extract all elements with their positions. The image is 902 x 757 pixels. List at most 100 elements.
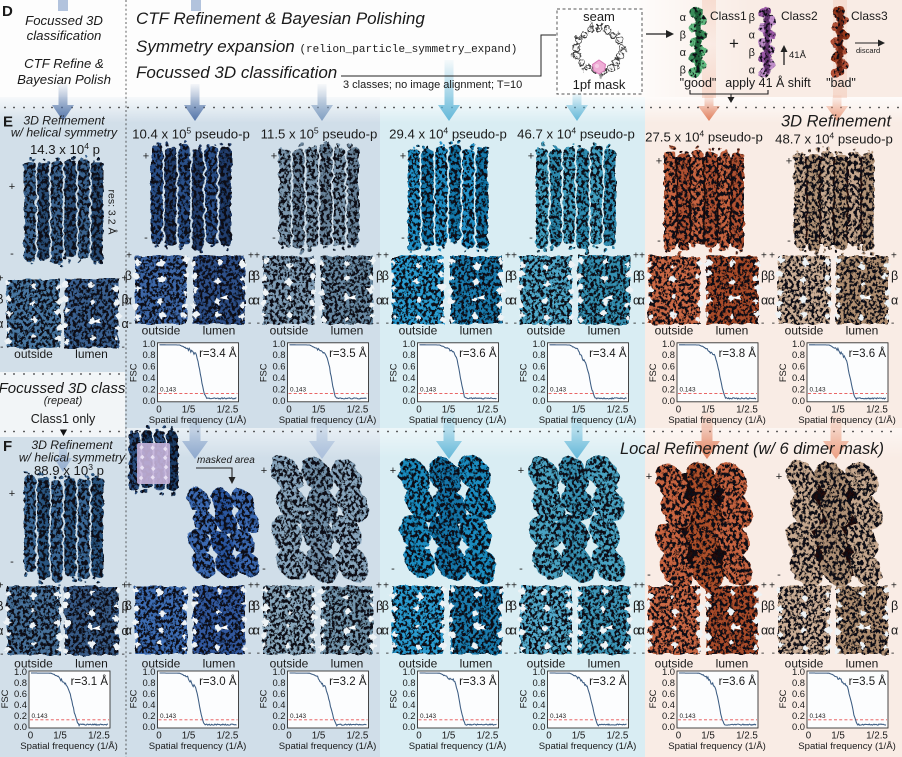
svg-text:1/2.5: 1/2.5	[477, 731, 499, 742]
svg-text:0.4: 0.4	[662, 372, 675, 383]
svg-text:r=3.2 Å: r=3.2 Å	[589, 675, 627, 688]
svg-text:β: β	[0, 292, 4, 306]
svg-text:1.0: 1.0	[272, 666, 285, 677]
svg-text:r=3.5 Å: r=3.5 Å	[849, 675, 887, 688]
svg-text:α: α	[122, 624, 129, 638]
svg-text:-: -	[657, 235, 661, 247]
svg-text:Spatial frequency (1/Å): Spatial frequency (1/Å)	[279, 741, 377, 752]
svg-text:α: α	[891, 624, 898, 638]
svg-text:0.8: 0.8	[662, 349, 675, 360]
svg-text:-: -	[129, 318, 132, 329]
svg-text:1/5: 1/5	[182, 404, 196, 415]
svg-text:3D Refinement: 3D Refinement	[781, 113, 892, 131]
svg-text:+: +	[511, 251, 517, 262]
svg-text:0.8: 0.8	[792, 677, 805, 688]
svg-text:β: β	[638, 599, 645, 613]
svg-text:Spatial frequency (1/Å): Spatial frequency (1/Å)	[539, 415, 637, 426]
svg-text:0.6: 0.6	[142, 361, 155, 372]
svg-text:0: 0	[286, 404, 292, 415]
svg-text:0.2: 0.2	[662, 710, 675, 721]
svg-text:Focussed 3D classification: Focussed 3D classification	[136, 63, 337, 82]
svg-text:0.143: 0.143	[810, 386, 826, 393]
svg-text:48.7 x 104 pseudo-p: 48.7 x 104 pseudo-p	[775, 131, 893, 147]
svg-text:-: -	[401, 232, 405, 244]
svg-text:β: β	[376, 269, 383, 283]
svg-text:1/2.5: 1/2.5	[347, 404, 369, 415]
svg-text:+: +	[261, 465, 267, 477]
svg-text:lumen: lumen	[846, 324, 879, 338]
svg-text:0.4: 0.4	[662, 699, 675, 710]
svg-text:1/5: 1/5	[831, 731, 845, 742]
svg-text:β: β	[768, 599, 775, 613]
svg-text:r=3.6 Å: r=3.6 Å	[719, 675, 757, 688]
svg-text:+: +	[518, 465, 524, 477]
svg-text:-: -	[633, 648, 636, 659]
svg-text:-: -	[10, 248, 14, 260]
svg-text:α: α	[768, 624, 775, 638]
svg-text:1.0: 1.0	[662, 666, 675, 677]
svg-text:FSC: FSC	[647, 689, 658, 708]
svg-text:-: -	[505, 318, 508, 329]
svg-text:+: +	[254, 581, 260, 592]
svg-text:-: -	[122, 649, 125, 660]
svg-text:β: β	[376, 599, 383, 613]
svg-text:β: β	[125, 599, 132, 613]
svg-text:FSC: FSC	[777, 363, 788, 382]
svg-text:0.8: 0.8	[792, 349, 805, 360]
svg-text:0.2: 0.2	[14, 710, 27, 721]
svg-text:0.2: 0.2	[142, 383, 155, 394]
svg-text:α: α	[761, 294, 768, 308]
svg-text:α: α	[891, 294, 898, 308]
svg-text:α: α	[510, 624, 517, 638]
svg-text:-: -	[891, 648, 894, 659]
svg-text:0.4: 0.4	[142, 372, 155, 383]
svg-text:β: β	[253, 269, 260, 283]
svg-text:1.0: 1.0	[792, 338, 805, 349]
svg-text:r=3.8 Å: r=3.8 Å	[719, 347, 757, 360]
svg-text:lumen: lumen	[588, 324, 621, 338]
svg-text:CTF Refinement & Bayesian Poli: CTF Refinement & Bayesian Polishing	[136, 9, 425, 28]
svg-text:+: +	[0, 581, 4, 592]
svg-text:outside: outside	[785, 657, 824, 671]
svg-text:1.0: 1.0	[142, 666, 155, 677]
svg-text:1/5: 1/5	[442, 731, 456, 742]
svg-text:lumen: lumen	[846, 657, 879, 671]
svg-text:0.0: 0.0	[272, 395, 285, 406]
svg-text:classification: classification	[27, 28, 102, 43]
svg-text:+: +	[126, 581, 132, 592]
svg-text:lumen: lumen	[75, 347, 108, 361]
svg-text:0.143: 0.143	[160, 386, 176, 393]
svg-text:FSC: FSC	[258, 363, 269, 382]
svg-text:0.0: 0.0	[142, 395, 155, 406]
svg-text:88.9 x 103 p: 88.9 x 103 p	[34, 462, 104, 478]
svg-text:seam: seam	[583, 9, 615, 24]
svg-text:Local Refinement (w/ 6 dimer m: Local Refinement (w/ 6 dimer mask)	[620, 440, 884, 458]
svg-text:r=3.1 Å: r=3.1 Å	[71, 675, 109, 688]
svg-text:α: α	[253, 624, 260, 638]
svg-text:α: α	[248, 624, 255, 638]
svg-text:masked area: masked area	[197, 455, 255, 466]
svg-text:FSC: FSC	[518, 689, 529, 708]
svg-text:-: -	[761, 318, 764, 329]
svg-text:0.0: 0.0	[14, 721, 27, 732]
svg-text:outside: outside	[142, 324, 181, 338]
svg-text:outside: outside	[399, 324, 438, 338]
svg-text:1/2.5: 1/2.5	[736, 404, 758, 415]
svg-text:α: α	[248, 294, 255, 308]
svg-text:-: -	[376, 318, 379, 329]
svg-text:β: β	[505, 269, 512, 283]
svg-text:1/2.5: 1/2.5	[866, 731, 888, 742]
svg-text:α: α	[768, 294, 775, 308]
svg-text:0.4: 0.4	[792, 699, 805, 710]
svg-text:outside: outside	[527, 324, 566, 338]
svg-text:-: -	[144, 232, 148, 244]
svg-text:1.0: 1.0	[142, 338, 155, 349]
svg-text:1/5: 1/5	[182, 731, 196, 742]
svg-text:FSC: FSC	[388, 363, 399, 382]
svg-text:β: β	[248, 269, 255, 283]
svg-text:0.8: 0.8	[142, 349, 155, 360]
svg-text:0.2: 0.2	[272, 710, 285, 721]
svg-text:+: +	[729, 34, 739, 53]
svg-text:1.0: 1.0	[272, 338, 285, 349]
svg-text:0.6: 0.6	[402, 688, 415, 699]
